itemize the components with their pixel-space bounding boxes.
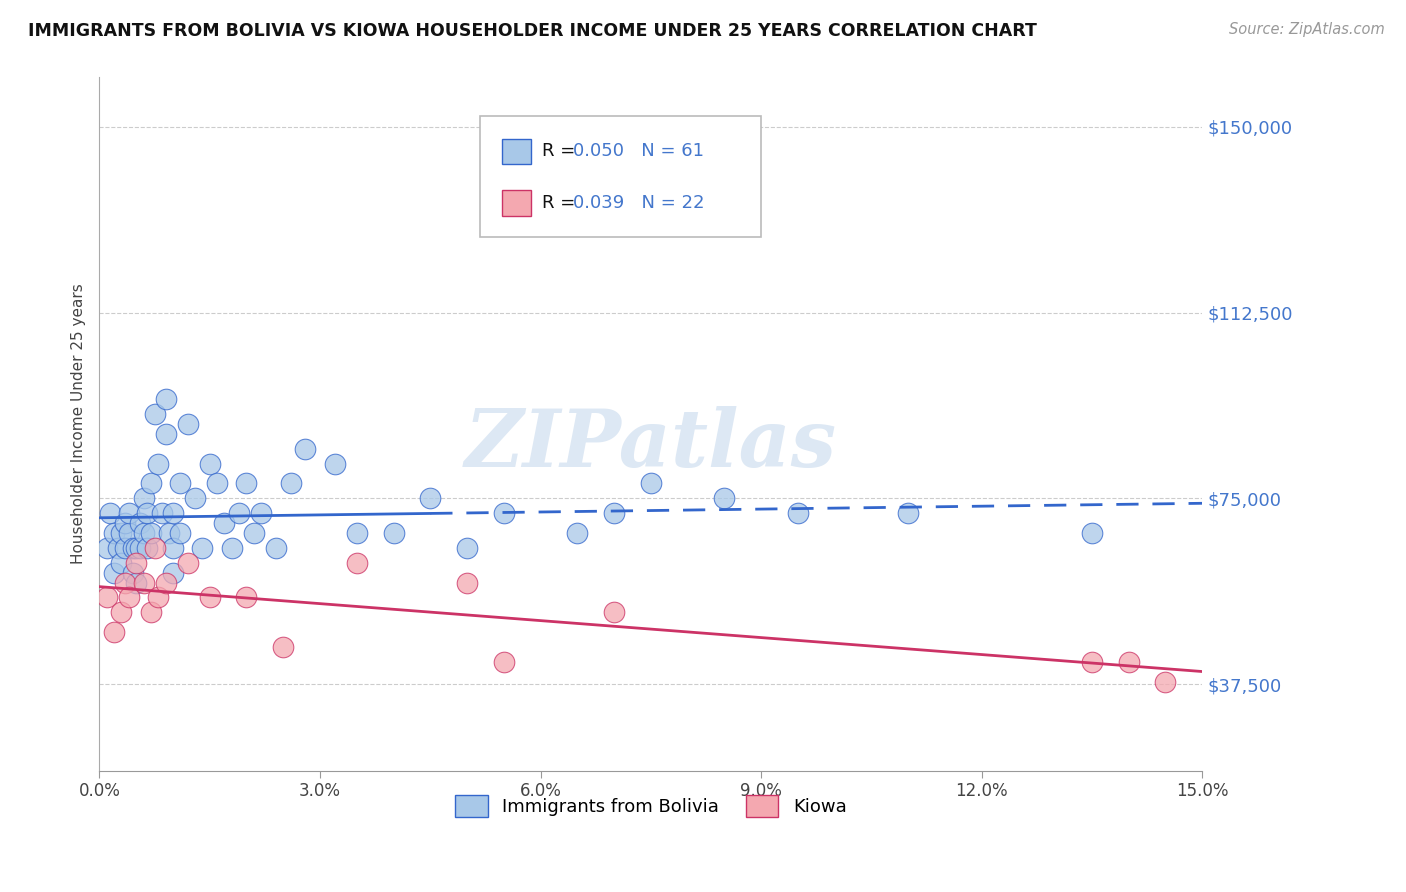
Point (114, 575, 136, 590)
Text: 0.039   N = 22: 0.039 N = 22 (572, 194, 704, 211)
Point (150, 506, 173, 520)
Point (118, 591, 141, 605)
Point (110, 605, 132, 619)
Point (139, 476, 162, 491)
Point (155, 575, 177, 590)
Point (1081, 655, 1104, 669)
Point (346, 526, 368, 541)
Point (143, 407, 166, 421)
Point (100, 506, 122, 520)
Point (271, 640, 294, 654)
Point (264, 541, 287, 555)
Point (162, 566, 184, 580)
Point (110, 556, 132, 570)
Point (132, 575, 155, 590)
Point (1154, 674, 1177, 689)
Point (492, 506, 515, 520)
Point (250, 506, 273, 520)
Point (143, 541, 166, 555)
FancyBboxPatch shape (502, 190, 530, 216)
Point (191, 541, 214, 555)
Point (419, 491, 441, 506)
Point (346, 556, 368, 570)
Point (176, 556, 198, 570)
Point (603, 605, 626, 619)
Point (1118, 655, 1140, 669)
Point (121, 566, 143, 580)
Point (205, 476, 228, 491)
Y-axis label: Householder Income Under 25 years: Householder Income Under 25 years (72, 284, 86, 565)
Text: R =: R = (541, 194, 581, 211)
Point (118, 506, 141, 520)
Legend: Immigrants from Bolivia, Kiowa: Immigrants from Bolivia, Kiowa (447, 788, 853, 824)
Point (235, 591, 257, 605)
Point (103, 566, 125, 580)
Point (169, 526, 191, 541)
Point (323, 457, 346, 471)
Point (198, 457, 221, 471)
Point (128, 541, 150, 555)
Point (136, 541, 159, 555)
Point (155, 392, 177, 407)
Point (125, 556, 148, 570)
Point (294, 442, 316, 456)
Point (107, 541, 129, 555)
Point (713, 491, 735, 506)
Point (110, 526, 132, 541)
Point (456, 575, 478, 590)
Point (640, 476, 662, 491)
Point (114, 541, 136, 555)
Point (155, 427, 177, 442)
Point (235, 476, 257, 491)
Point (567, 526, 589, 541)
Point (128, 516, 150, 530)
Point (897, 506, 920, 520)
Point (162, 541, 184, 555)
Point (125, 575, 148, 590)
Text: Source: ZipAtlas.com: Source: ZipAtlas.com (1229, 22, 1385, 37)
Point (382, 526, 405, 541)
Point (184, 491, 207, 506)
Text: ZIPatlas: ZIPatlas (465, 406, 837, 483)
Point (125, 541, 148, 555)
Point (221, 541, 243, 555)
Point (176, 417, 198, 431)
Point (603, 506, 626, 520)
Point (148, 591, 170, 605)
Point (162, 506, 184, 520)
Point (148, 457, 170, 471)
FancyBboxPatch shape (502, 139, 530, 164)
Point (103, 625, 125, 640)
Point (214, 516, 236, 530)
Point (786, 506, 808, 520)
Text: 0.050   N = 61: 0.050 N = 61 (572, 142, 703, 161)
Point (228, 506, 250, 520)
FancyBboxPatch shape (479, 116, 761, 237)
Point (492, 655, 515, 669)
Point (280, 476, 302, 491)
Point (139, 526, 162, 541)
Point (118, 526, 141, 541)
Point (198, 591, 221, 605)
Point (114, 516, 136, 530)
Point (96, 591, 118, 605)
Point (136, 506, 159, 520)
Point (169, 476, 191, 491)
Text: R =: R = (541, 142, 581, 161)
Point (121, 541, 143, 555)
Point (96, 541, 118, 555)
Text: IMMIGRANTS FROM BOLIVIA VS KIOWA HOUSEHOLDER INCOME UNDER 25 YEARS CORRELATION C: IMMIGRANTS FROM BOLIVIA VS KIOWA HOUSEHO… (28, 22, 1038, 40)
Point (243, 526, 266, 541)
Point (132, 491, 155, 506)
Point (456, 541, 478, 555)
Point (157, 526, 180, 541)
Point (132, 526, 155, 541)
Point (139, 605, 162, 619)
Point (103, 526, 125, 541)
Point (1081, 526, 1104, 541)
